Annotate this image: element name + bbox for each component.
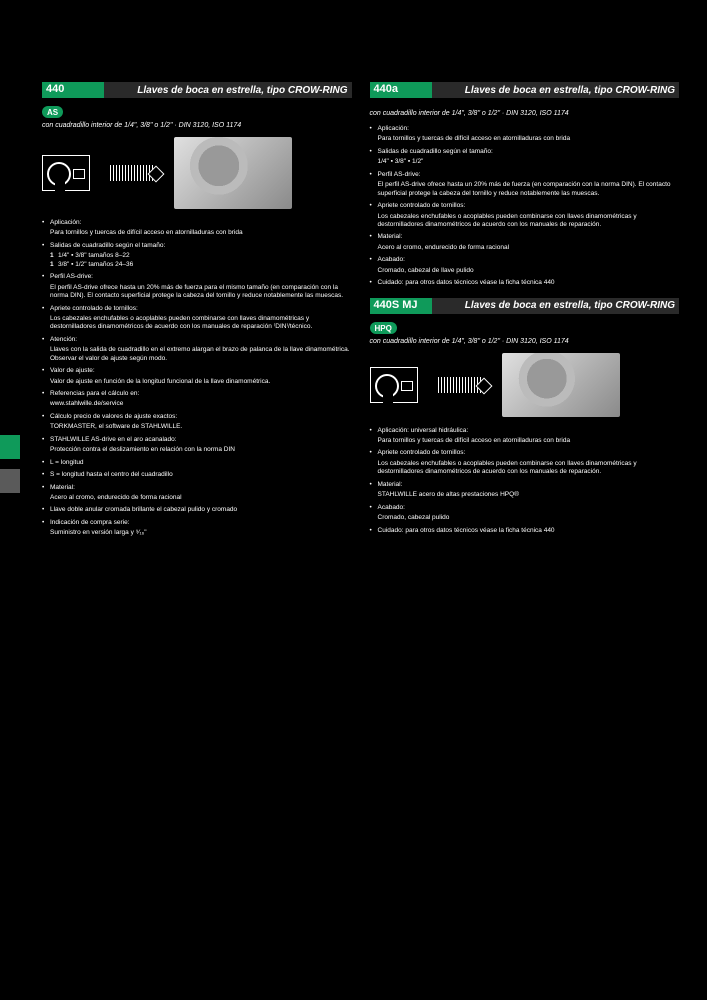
bullet-heading: Valor de ajuste: xyxy=(42,367,352,375)
section-title: Llaves de boca en estrella, tipo CROW-RI… xyxy=(137,85,347,96)
side-tab-active xyxy=(0,435,20,459)
bullet-heading: Apriete controlado de tornillos: xyxy=(370,202,680,210)
section-subtitle: con cuadradillo interior de 1/4", 3/8" o… xyxy=(370,110,680,117)
badge-as: AS xyxy=(42,106,63,118)
section-subtitle: con cuadradillo interior de 1/4", 3/8" o… xyxy=(42,122,352,129)
bullet-heading: Aplicación: xyxy=(42,219,352,227)
bullet-heading: Acabado: xyxy=(370,504,680,512)
right-column: 440a Llaves de boca en estrella, tipo CR… xyxy=(370,82,680,538)
bullet-text: Valor de ajuste en función de la longitu… xyxy=(42,378,352,386)
bullet-heading: Cálculo precio de valores de ajuste exac… xyxy=(42,413,352,421)
bullet-text: Acero al cromo, endurecido de forma raci… xyxy=(42,494,352,502)
image-row xyxy=(370,353,680,417)
bullet-heading: Salidas de cuadradillo según el tamaño: xyxy=(370,148,680,156)
bullet-text: Acero al cromo, endurecido de forma raci… xyxy=(370,244,680,252)
page: 440 Llaves de boca en estrella, tipo CRO… xyxy=(0,0,707,558)
bullet-heading: Apriete controlado de tornillos: xyxy=(42,305,352,313)
side-tab-inactive xyxy=(0,469,20,493)
bullet-heading: Material: xyxy=(370,233,680,241)
bullet-text: www.stahlwille.de/service xyxy=(42,400,352,408)
ruler-diagram-icon xyxy=(110,165,154,181)
product-photo xyxy=(502,353,620,417)
section-440a: 440a Llaves de boca en estrella, tipo CR… xyxy=(370,82,680,288)
side-tabs xyxy=(0,435,20,503)
outline-diagram-icon xyxy=(42,155,90,191)
bullet-text: El perfil AS-drive ofrece hasta un 20% m… xyxy=(370,181,680,198)
bullet-heading: Atención: xyxy=(42,336,352,344)
section-code: 440 xyxy=(42,82,104,98)
bullet-heading: Aplicación: xyxy=(370,125,680,133)
bullet-heading: Perfil AS-drive: xyxy=(42,273,352,281)
left-column: 440 Llaves de boca en estrella, tipo CRO… xyxy=(42,82,352,538)
bullet-heading: Material: xyxy=(42,484,352,492)
section-title: Llaves de boca en estrella, tipo CROW-RI… xyxy=(465,300,675,311)
section-440smj: 440S MJ Llaves de boca en estrella, tipo… xyxy=(370,298,680,535)
bullet-text: El perfil AS-drive ofrece hasta un 20% m… xyxy=(42,284,352,301)
section-title-wrap: Llaves de boca en estrella, tipo CROW-RI… xyxy=(104,82,352,98)
bullet-subitem: 1/4" ▪ 3/8" tamaños 8–22 xyxy=(42,252,352,260)
bullet-text: 1/4" ▪ 3/8" ▪ 1/2" xyxy=(370,158,680,166)
bullet-heading: Referencias para el cálculo en: xyxy=(42,390,352,398)
bullet-list-440a: Aplicación: Para tornillos y tuercas de d… xyxy=(370,125,680,288)
bullet-heading: Perfil AS-drive: xyxy=(370,171,680,179)
ruler-diagram-icon xyxy=(438,377,482,393)
image-row xyxy=(42,137,352,209)
bullet-text: Para tornillos y tuercas de difícil acce… xyxy=(370,437,680,445)
badge-hpq: HPQ xyxy=(370,322,397,334)
bullet-list-440: Aplicación: Para tornillos y tuercas de d… xyxy=(42,219,352,538)
bullet-heading: Llave doble anular cromada brillante el … xyxy=(42,506,352,514)
section-title: Llaves de boca en estrella, tipo CROW-RI… xyxy=(465,85,675,96)
bullet-list-440smj: Aplicación: universal hidráulica: Para to… xyxy=(370,427,680,535)
bullet-heading: Salidas de cuadradillo según el tamaño: xyxy=(42,242,352,250)
outline-diagram-icon xyxy=(370,367,418,403)
bullet-text: Los cabezales enchufables o acoplables p… xyxy=(370,213,680,230)
section-header-440: 440 Llaves de boca en estrella, tipo CRO… xyxy=(42,82,352,98)
bullet-text: TORKMASTER, el software de STAHLWILLE. xyxy=(42,423,352,431)
bullet-heading: Apriete controlado de tornillos: xyxy=(370,449,680,457)
bullet-text: Cromado, cabezal pulido xyxy=(370,514,680,522)
bullet-heading: L = longitud xyxy=(42,459,352,467)
section-subtitle: con cuadradillo interior de 1/4", 3/8" o… xyxy=(370,338,680,345)
bullet-heading: STAHLWILLE AS-drive en el aro acanalado: xyxy=(42,436,352,444)
bullet-heading: Aplicación: universal hidráulica: xyxy=(370,427,680,435)
section-code: 440a xyxy=(370,82,432,98)
bullet-heading: Cuidado: para otros datos técnicos véase… xyxy=(370,279,680,287)
bullet-heading: Material: xyxy=(370,481,680,489)
bullet-text: Los cabezales enchufables o acoplables p… xyxy=(42,315,352,332)
section-header-440smj: 440S MJ Llaves de boca en estrella, tipo… xyxy=(370,298,680,314)
bullet-text: Protección contra el deslizamiento en re… xyxy=(42,446,352,454)
bullet-text: Para tornillos y tuercas de difícil acce… xyxy=(42,229,352,237)
bullet-heading: Indicación de compra serie: xyxy=(42,519,352,527)
bullet-text: Para tornillos y tuercas de difícil acce… xyxy=(370,135,680,143)
bullet-text: STAHLWILLE acero de altas prestaciones H… xyxy=(370,491,680,499)
section-title-wrap: Llaves de boca en estrella, tipo CROW-RI… xyxy=(432,298,680,314)
section-code: 440S MJ xyxy=(370,298,432,314)
bullet-text: Suministro en versión larga y ⁹⁄₁₆" xyxy=(42,529,352,537)
bullet-text: Los cabezales enchufables o acoplables p… xyxy=(370,460,680,477)
section-title-wrap: Llaves de boca en estrella, tipo CROW-RI… xyxy=(432,82,680,98)
bullet-heading: S = longitud hasta el centro del cuadrad… xyxy=(42,471,352,479)
bullet-text: Cromado, cabezal de llave pulido xyxy=(370,267,680,275)
bullet-subitem: 3/8" ▪ 1/2" tamaños 24–36 xyxy=(42,261,352,269)
bullet-heading: Cuidado: para otros datos técnicos véase… xyxy=(370,527,680,535)
product-photo xyxy=(174,137,292,209)
bullet-heading: Acabado: xyxy=(370,256,680,264)
bullet-text: Llaves con la salida de cuadradillo en e… xyxy=(42,346,352,363)
section-header-440a: 440a Llaves de boca en estrella, tipo CR… xyxy=(370,82,680,98)
